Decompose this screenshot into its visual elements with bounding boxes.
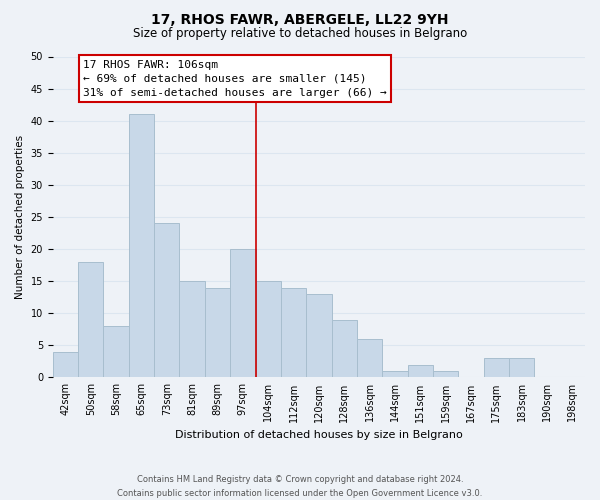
- Text: 17 RHOS FAWR: 106sqm
← 69% of detached houses are smaller (145)
31% of semi-deta: 17 RHOS FAWR: 106sqm ← 69% of detached h…: [83, 60, 387, 98]
- Bar: [230, 249, 256, 378]
- Bar: [129, 114, 154, 378]
- Text: Contains HM Land Registry data © Crown copyright and database right 2024.
Contai: Contains HM Land Registry data © Crown c…: [118, 476, 482, 498]
- X-axis label: Distribution of detached houses by size in Belgrano: Distribution of detached houses by size …: [175, 430, 463, 440]
- Bar: [103, 326, 129, 378]
- Bar: [53, 352, 78, 378]
- Bar: [433, 371, 458, 378]
- Bar: [332, 320, 357, 378]
- Bar: [382, 371, 407, 378]
- Bar: [281, 288, 306, 378]
- Bar: [205, 288, 230, 378]
- Bar: [484, 358, 509, 378]
- Y-axis label: Number of detached properties: Number of detached properties: [15, 135, 25, 299]
- Bar: [407, 364, 433, 378]
- Bar: [154, 224, 179, 378]
- Text: Size of property relative to detached houses in Belgrano: Size of property relative to detached ho…: [133, 28, 467, 40]
- Bar: [509, 358, 535, 378]
- Bar: [306, 294, 332, 378]
- Bar: [179, 281, 205, 378]
- Text: 17, RHOS FAWR, ABERGELE, LL22 9YH: 17, RHOS FAWR, ABERGELE, LL22 9YH: [151, 12, 449, 26]
- Bar: [78, 262, 103, 378]
- Bar: [357, 339, 382, 378]
- Bar: [256, 281, 281, 378]
